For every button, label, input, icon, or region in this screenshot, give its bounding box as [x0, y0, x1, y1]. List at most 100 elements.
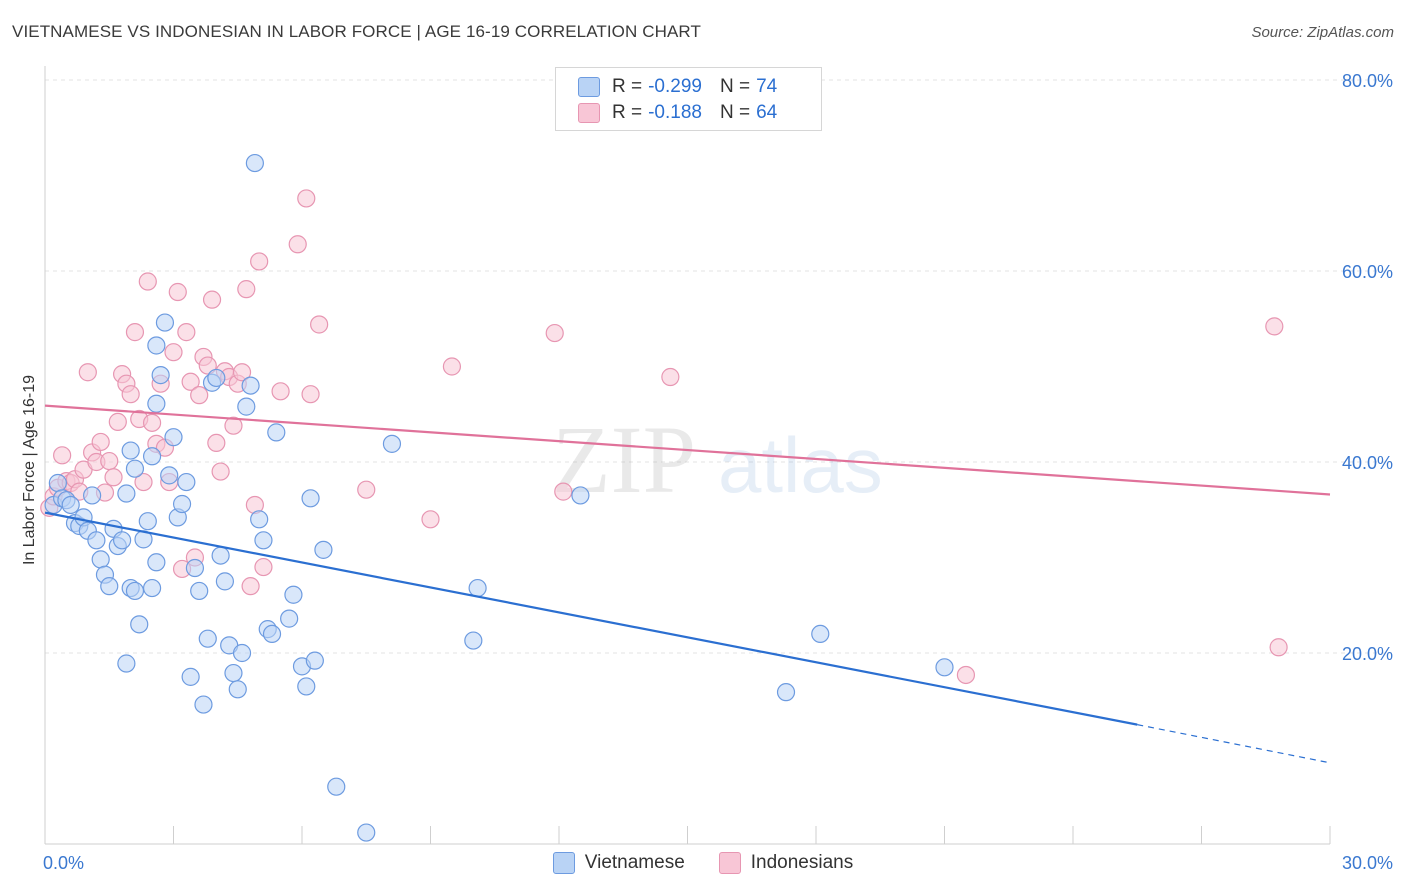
indonesians-point: [661, 367, 680, 387]
vietnamese-point: [147, 336, 166, 355]
indonesians-point: [91, 432, 110, 452]
vietnamese-point: [130, 615, 149, 634]
vietnamese-point: [138, 512, 157, 531]
vietnamese-point: [228, 680, 247, 699]
watermark: ZIP atlas: [552, 406, 883, 513]
vietnamese-point: [254, 531, 273, 550]
indonesians-point: [956, 665, 976, 685]
legend-row-vietnamese: R = -0.299 N = 74: [578, 75, 777, 99]
vietnamese-point: [185, 558, 205, 578]
vietnamese-point: [224, 663, 243, 683]
indonesians-point: [134, 472, 153, 492]
indonesians-point: [104, 468, 123, 487]
vietnamese-point: [301, 489, 320, 508]
vietnamese-point: [142, 578, 162, 598]
series-legend: Vietnamese Indonesians: [0, 852, 1406, 874]
vietnamese-point: [267, 423, 286, 442]
indonesians-point: [288, 235, 307, 254]
indonesians-point: [125, 323, 145, 342]
legend-r-label: R =: [612, 102, 643, 123]
vietnamese-point: [571, 486, 590, 505]
vietnamese-point: [207, 368, 226, 388]
vietnamese-point: [215, 572, 234, 591]
indonesians-point: [1265, 317, 1284, 336]
vietnamese-point: [232, 643, 252, 663]
indonesians-point: [198, 356, 217, 375]
chart-title: VIETNAMESE VS INDONESIAN IN LABOR FORCE …: [12, 22, 701, 41]
vietnamese-point: [250, 510, 269, 529]
y-tick-label: 20.0%: [1342, 644, 1393, 664]
vietnamese-point: [155, 313, 175, 332]
vietnamese-point: [357, 823, 376, 842]
indonesians-point: [53, 446, 72, 465]
legend-swatch-blue: [578, 77, 600, 97]
vietnamese-point: [464, 631, 483, 650]
vietnamese-point: [164, 428, 183, 447]
legend-r-value: -0.299: [648, 76, 702, 97]
vietnamese-point: [160, 466, 179, 485]
indonesians-point: [181, 372, 200, 391]
vietnamese-point: [112, 531, 132, 550]
indonesians-point: [164, 343, 183, 362]
legend-swatch-pink: [718, 852, 741, 874]
vietnamese-point: [125, 459, 145, 478]
indonesians-point: [232, 363, 252, 382]
indonesians-point: [271, 382, 290, 401]
indonesians-point: [297, 189, 316, 208]
vietnamese-trend-extension: [1137, 724, 1331, 764]
y-tick-label: 60.0%: [1342, 262, 1393, 282]
indonesians-point: [224, 416, 243, 435]
indonesians-point: [554, 482, 573, 501]
vietnamese-point: [198, 629, 217, 648]
indonesians-point: [100, 451, 119, 471]
legend-row-indonesians: R = -0.188 N = 64: [578, 101, 777, 125]
x-tick-label: 30.0%: [1342, 853, 1393, 873]
tick-labels: 20.0% 40.0% 60.0% 80.0% 0.0% 30.0%: [43, 71, 1393, 873]
vietnamese-point: [87, 531, 106, 550]
vietnamese-point: [147, 553, 166, 572]
axes: [44, 66, 1331, 845]
indonesians-point: [237, 280, 256, 299]
vietnamese-point: [194, 695, 213, 714]
legend-n-value: 74: [756, 76, 778, 97]
vietnamese-point: [776, 683, 796, 702]
vietnamese-point: [100, 577, 119, 596]
vietnamese-point: [297, 677, 316, 696]
x-tick-label: 0.0%: [43, 853, 84, 873]
vietnamese-point: [121, 441, 140, 460]
indonesians-point: [202, 290, 222, 309]
vietnamese-point: [172, 494, 192, 514]
indonesians-point: [357, 480, 376, 499]
vietnamese-point: [48, 473, 67, 493]
legend-item-vietnamese[interactable]: Vietnamese: [552, 852, 685, 874]
vietnamese-point: [125, 581, 145, 601]
indonesians-point: [211, 462, 230, 481]
indonesians-point: [241, 577, 260, 596]
watermark-atlas: atlas: [718, 421, 883, 509]
indonesians-point: [207, 433, 226, 452]
source-label: Source: ZipAtlas.com: [1251, 24, 1394, 41]
indonesians-point: [142, 413, 162, 432]
vietnamese-point: [117, 484, 136, 503]
vietnamese-point: [382, 434, 402, 453]
indonesians-point: [78, 363, 97, 382]
indonesians-point: [442, 357, 462, 376]
y-tick-label: 40.0%: [1342, 453, 1393, 473]
vietnamese-point: [177, 472, 196, 492]
legend-n-label: N =: [719, 102, 751, 123]
vietnamese-points: [44, 153, 954, 842]
trend-lines: [44, 404, 1331, 764]
legend-n-value: 64: [756, 102, 778, 123]
indonesians-point: [310, 315, 329, 334]
legend-n-label: N =: [719, 76, 751, 97]
indonesians-point: [168, 282, 187, 302]
legend-r-label: R =: [612, 76, 643, 97]
indonesians-point: [121, 385, 140, 404]
indonesians-point: [1269, 638, 1288, 657]
indonesians-point: [177, 323, 196, 342]
vietnamese-point: [262, 624, 282, 644]
legend-item-indonesians[interactable]: Indonesians: [718, 852, 853, 874]
indonesians-point: [421, 510, 440, 529]
vietnamese-point: [245, 153, 264, 173]
y-tick-label: 80.0%: [1342, 71, 1393, 91]
